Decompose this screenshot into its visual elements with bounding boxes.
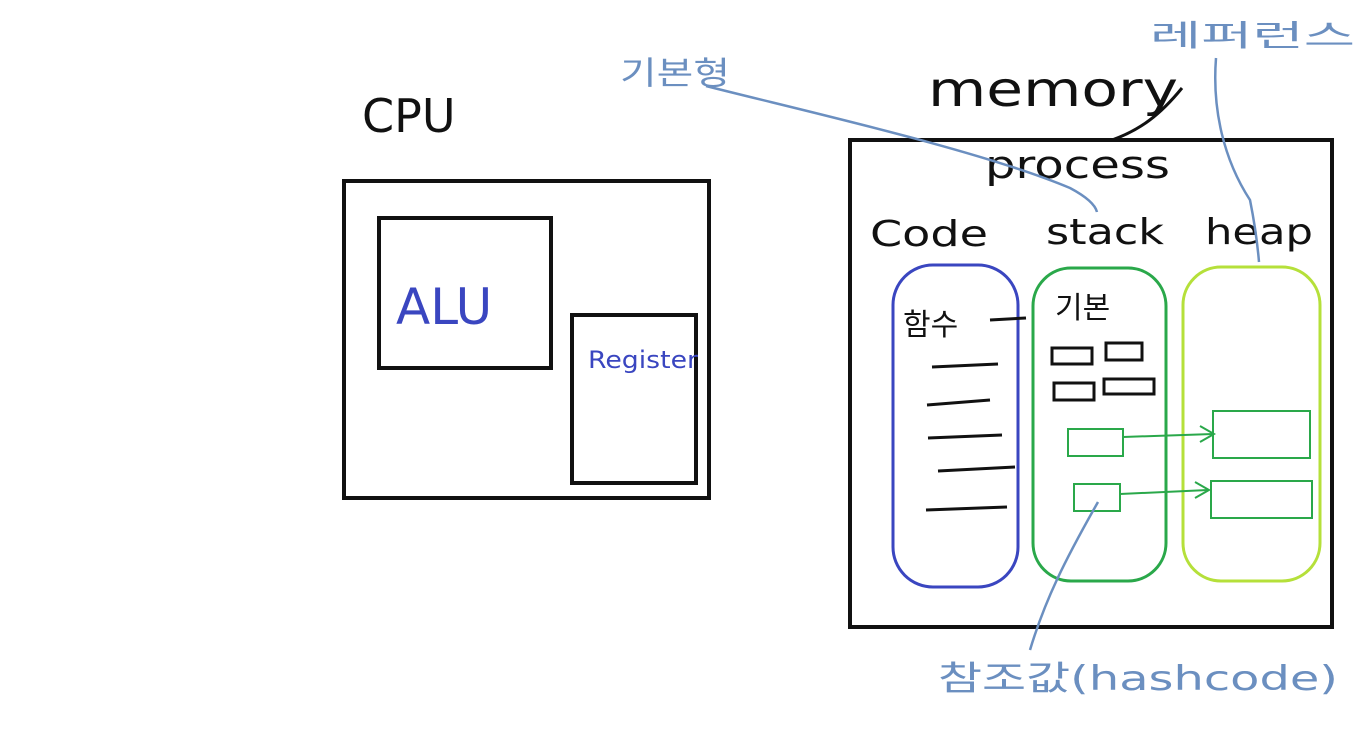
heap-object-box-2 [1210,480,1313,519]
reference-pointer-line [1214,57,1261,263]
stack-primitive-box-3 [1052,381,1096,402]
stack-segment-label: stack [1046,212,1164,253]
code-line-3 [927,433,1003,440]
code-line-2 [926,398,991,407]
stack-primitive-box-4 [1102,377,1156,396]
annotations-group: 기본형 레퍼런스 참조값(hashcode) [620,19,1355,699]
stack-reference-box-2 [1073,483,1121,512]
cpu-group: CPU ALU Register [342,89,711,500]
memory-group: memory process Code stack heap 함수 기본 [848,62,1334,629]
code-line-5 [925,505,1008,512]
cpu-box [342,179,711,500]
reference-arrow-2 [1119,481,1212,499]
stack-primitive-box-2 [1104,341,1144,362]
code-note-dash [989,316,1027,322]
heap-segment-label: heap [1205,212,1313,253]
memory-title: memory [928,62,1178,118]
cpu-title: CPU [362,89,456,143]
memory-connector-line [1111,87,1184,142]
register-label: Register [588,346,698,374]
code-segment [891,263,1020,589]
code-line-4 [937,465,1016,473]
reference-value-pointer-line [1028,501,1100,651]
code-segment-label: Code [870,214,988,255]
primitive-pointer-line [705,84,1099,213]
reference-arrow-1 [1122,425,1217,443]
reference-annotation: 레퍼런스 [1150,19,1355,54]
register-box [570,313,698,485]
process-label: process [985,143,1170,187]
code-note: 함수 [903,308,958,343]
heap-object-box-1 [1212,410,1311,459]
alu-label: ALU [396,278,492,336]
stack-note: 기본 [1055,291,1110,326]
stack-segment [1031,266,1168,583]
code-line-1 [931,362,999,369]
heap-segment [1181,265,1322,583]
stack-primitive-box-1 [1050,346,1094,366]
reference-value-annotation: 참조값(hashcode) [938,659,1338,699]
alu-box [377,216,553,370]
primitive-annotation: 기본형 [620,54,730,92]
stack-reference-box-1 [1067,428,1124,457]
memory-box [848,138,1334,629]
